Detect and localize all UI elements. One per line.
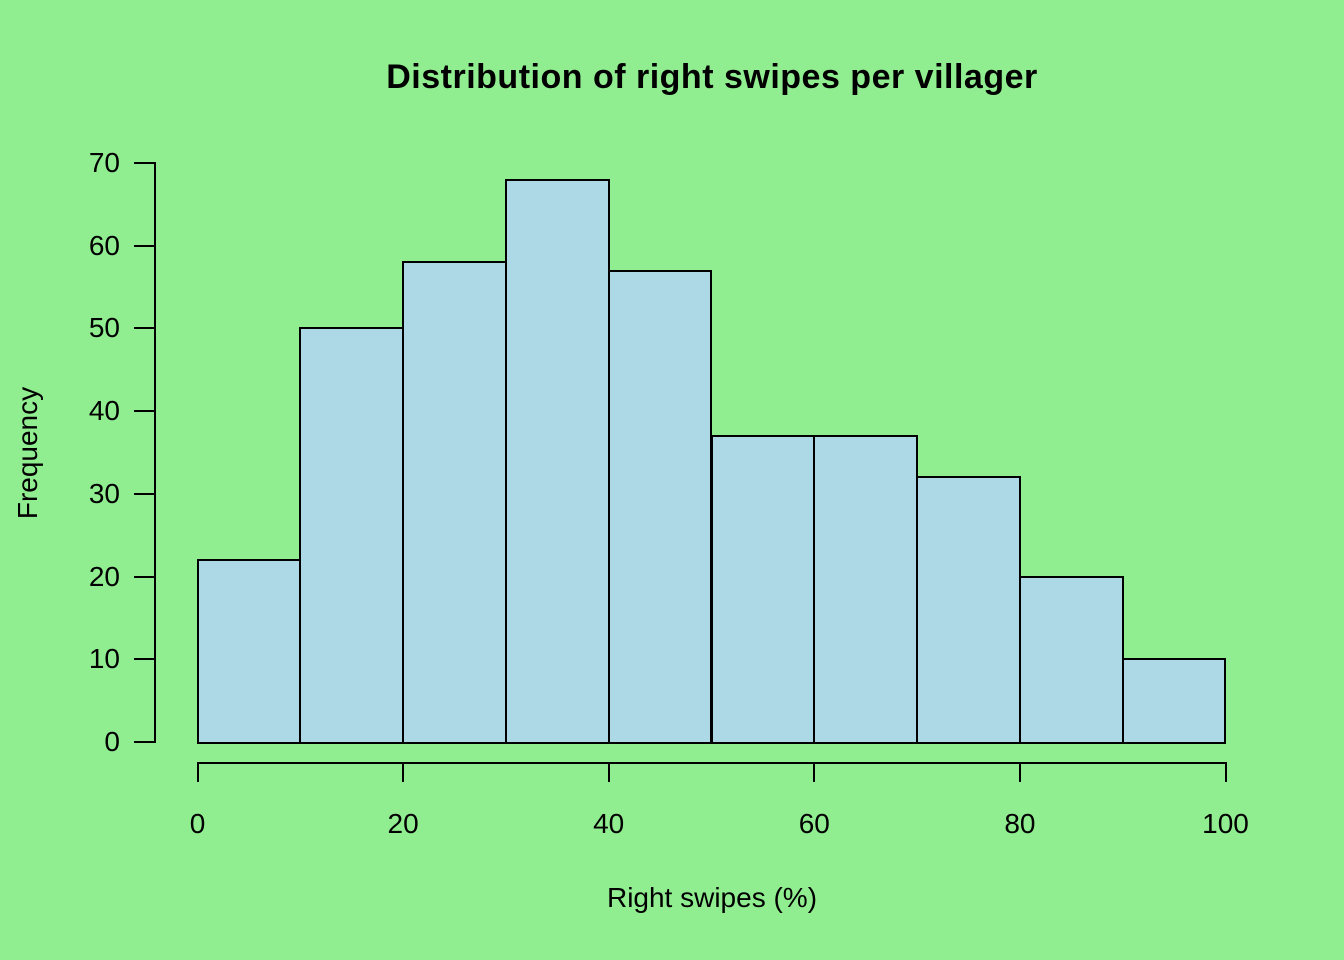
histogram-bar <box>402 261 507 744</box>
y-tick-label: 20 <box>88 560 120 592</box>
x-axis-tick <box>402 762 405 782</box>
y-axis-tick <box>134 492 154 495</box>
histogram-bar <box>1018 575 1124 744</box>
y-axis-label: Frequency <box>12 386 43 520</box>
histogram-bar <box>504 178 610 744</box>
y-tick-label: 40 <box>88 395 120 427</box>
y-tick-label: 50 <box>88 312 120 344</box>
x-axis-line <box>196 762 1227 764</box>
x-tick-label: 60 <box>798 808 830 839</box>
y-tick-label: 10 <box>88 643 120 675</box>
histogram-bar <box>299 327 405 744</box>
y-axis-tick <box>134 575 154 578</box>
histogram-bar <box>196 559 302 744</box>
x-axis-tick <box>813 762 816 782</box>
x-tick-label: 40 <box>593 808 625 839</box>
x-tick-label: 20 <box>387 808 419 839</box>
y-axis-tick <box>134 658 154 661</box>
y-axis-tick <box>134 244 154 247</box>
x-tick-label: 100 <box>1202 808 1249 839</box>
y-tick-label: 30 <box>88 477 120 509</box>
y-tick-label: 70 <box>88 147 120 178</box>
x-tick-label: 80 <box>1004 808 1036 839</box>
histogram-bar <box>813 434 919 744</box>
y-axis-tick <box>134 327 154 330</box>
histogram-bar <box>710 434 816 744</box>
x-axis-tick <box>1224 762 1227 782</box>
chart-title: Distribution of right swipes per village… <box>386 58 1038 96</box>
x-axis-tick <box>607 762 610 782</box>
y-axis-tick <box>134 410 154 413</box>
histogram-bar <box>607 269 713 744</box>
y-tick-label: 60 <box>88 229 120 261</box>
y-axis-tick <box>134 162 154 164</box>
x-axis-tick <box>196 762 199 782</box>
y-axis-line <box>154 162 156 743</box>
histogram-bar <box>916 476 1021 744</box>
x-tick-label: 0 <box>189 808 206 839</box>
y-tick-label: 0 <box>104 726 120 757</box>
histogram-bar <box>1121 658 1227 744</box>
x-axis-label: Right swipes (%) <box>606 882 818 913</box>
y-axis-tick <box>134 741 154 743</box>
x-axis-tick <box>1018 762 1021 782</box>
